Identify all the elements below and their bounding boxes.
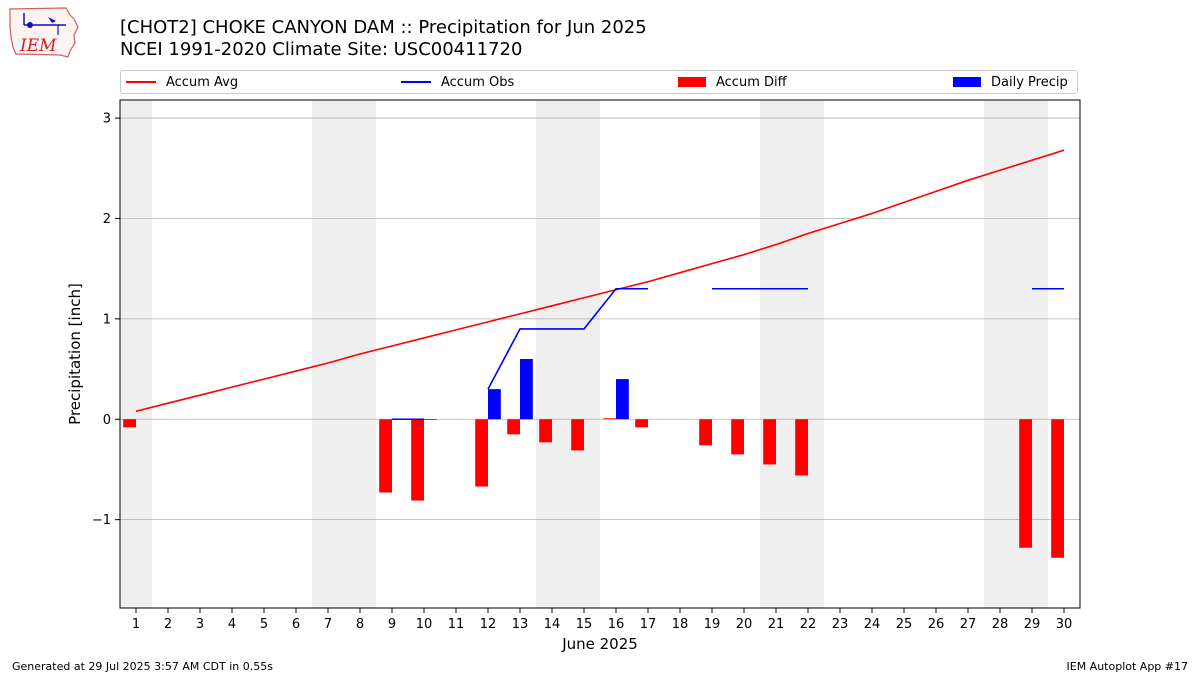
weekend-shade-day-7 — [312, 100, 344, 608]
plot-frame — [119, 99, 1081, 609]
weekend-shade-day-14 — [536, 100, 568, 608]
weekend-shading — [120, 100, 1048, 608]
x-axis-ticks: 1 2 3 4 5 6 7 8 9 10 11 12 13 14 15 16 17 18 19 20 21 22 23 24 2… — [132, 608, 1072, 632]
x-tick-label: 12 — [480, 617, 497, 632]
bar-accum-diff-day-15 — [571, 419, 584, 451]
legend: Accum Avg Accum Obs Accum Diff Daily Pre… — [120, 70, 1078, 94]
weekend-shade-day-21 — [760, 100, 792, 608]
x-tick-label: 30 — [1056, 617, 1073, 632]
generated-timestamp: Generated at 29 Jul 2025 3:57 AM CDT in … — [12, 660, 273, 673]
x-tick-label: 10 — [416, 617, 433, 632]
line-accum-avg-segment-0 — [135, 149, 1065, 413]
bar-daily-precip-day-12 — [488, 389, 501, 420]
weekend-shade-day-15 — [568, 100, 600, 608]
line-marks — [135, 149, 1065, 421]
bar-accum-diff-day-9 — [379, 419, 392, 493]
x-tick-label: 18 — [672, 617, 689, 632]
x-tick-label: 6 — [292, 617, 300, 632]
legend-item-daily-precip: Daily Precip — [953, 71, 1068, 93]
y-tick-label: 1 — [103, 312, 111, 327]
legend-item-accum-obs: Accum Obs — [401, 71, 514, 93]
weekend-shade-day-28 — [984, 100, 1016, 608]
x-tick-label: 9 — [388, 617, 396, 632]
legend-label-daily-precip: Daily Precip — [991, 74, 1068, 90]
y-axis-label: Precipitation [inch] — [66, 283, 84, 425]
grid-lines — [120, 117, 1080, 521]
bar-accum-diff-day-20 — [731, 419, 744, 455]
bar-daily-precip-day-16 — [616, 379, 629, 420]
x-tick-label: 5 — [260, 617, 268, 632]
x-tick-label: 16 — [608, 617, 625, 632]
x-tick-label: 13 — [512, 617, 529, 632]
x-tick-label: 14 — [544, 617, 561, 632]
x-tick-label: 22 — [800, 617, 817, 632]
legend-label-accum-avg: Accum Avg — [166, 74, 239, 90]
x-tick-label: 2 — [164, 617, 172, 632]
x-tick-label: 8 — [356, 617, 364, 632]
bar-accum-diff-day-12 — [475, 419, 488, 487]
x-tick-label: 28 — [992, 617, 1009, 632]
bar-daily-precip-day-10 — [424, 419, 437, 420]
bar-accum-diff-day-30 — [1051, 419, 1064, 558]
x-tick-label: 27 — [960, 617, 977, 632]
iowa-state-outline-icon: IEM — [9, 7, 79, 58]
legend-item-accum-avg: Accum Avg — [126, 71, 238, 93]
bar-accum-diff-day-14 — [539, 419, 552, 443]
chart-title: [CHOT2] CHOKE CANYON DAM :: Precipitatio… — [120, 17, 647, 38]
legend-swatch-daily-precip — [953, 77, 981, 87]
legend-swatch-accum-obs — [401, 81, 431, 83]
bar-accum-diff-day-21 — [763, 419, 776, 465]
logo-text: IEM — [19, 36, 57, 56]
x-tick-label: 26 — [928, 617, 945, 632]
x-tick-label: 11 — [448, 617, 465, 632]
x-axis-label: June 2025 — [561, 635, 638, 653]
x-tick-label: 25 — [896, 617, 913, 632]
y-tick-label: 3 — [103, 112, 111, 127]
x-tick-label: 24 — [864, 617, 881, 632]
y-tick-label: 0 — [103, 413, 111, 428]
bar-accum-diff-day-29 — [1019, 419, 1032, 548]
bar-marks — [123, 359, 1064, 558]
chart-subtitle: NCEI 1991-2020 Climate Site: USC00411720 — [120, 39, 523, 60]
legend-swatch-accum-diff — [678, 77, 706, 87]
x-tick-label: 15 — [576, 617, 593, 632]
legend-label-accum-diff: Accum Diff — [716, 74, 787, 90]
bar-accum-diff-day-1 — [123, 419, 136, 428]
iem-logo: IEM — [8, 5, 80, 59]
bar-accum-diff-day-19 — [699, 419, 712, 446]
bar-accum-diff-day-22 — [795, 419, 808, 476]
bar-accum-diff-day-16 — [603, 418, 616, 420]
y-axis-ticks: −1 0 1 2 3 — [92, 112, 120, 528]
legend-label-accum-obs: Accum Obs — [441, 74, 515, 90]
x-tick-label: 3 — [196, 617, 204, 632]
x-tick-label: 1 — [132, 617, 140, 632]
x-tick-label: 23 — [832, 617, 849, 632]
x-tick-label: 19 — [704, 617, 721, 632]
weekend-shade-day-22 — [792, 100, 824, 608]
x-tick-label: 17 — [640, 617, 657, 632]
y-tick-label: 2 — [103, 212, 111, 227]
line-accum-obs-segment-1 — [487, 287, 648, 390]
legend-swatch-accum-avg — [126, 81, 156, 83]
y-tick-label: −1 — [92, 513, 111, 528]
legend-item-accum-diff: Accum Diff — [678, 71, 787, 93]
x-tick-label: 4 — [228, 617, 236, 632]
bar-accum-diff-day-10 — [411, 419, 424, 501]
bar-accum-diff-day-13 — [507, 419, 520, 435]
x-tick-label: 21 — [768, 617, 785, 632]
x-tick-label: 7 — [324, 617, 332, 632]
bar-accum-diff-day-17 — [635, 419, 648, 428]
x-tick-label: 20 — [736, 617, 753, 632]
x-tick-label: 29 — [1024, 617, 1041, 632]
bar-daily-precip-day-13 — [520, 359, 533, 420]
app-credit: IEM Autoplot App #17 — [1066, 660, 1189, 673]
weekend-shade-day-1 — [120, 100, 152, 608]
